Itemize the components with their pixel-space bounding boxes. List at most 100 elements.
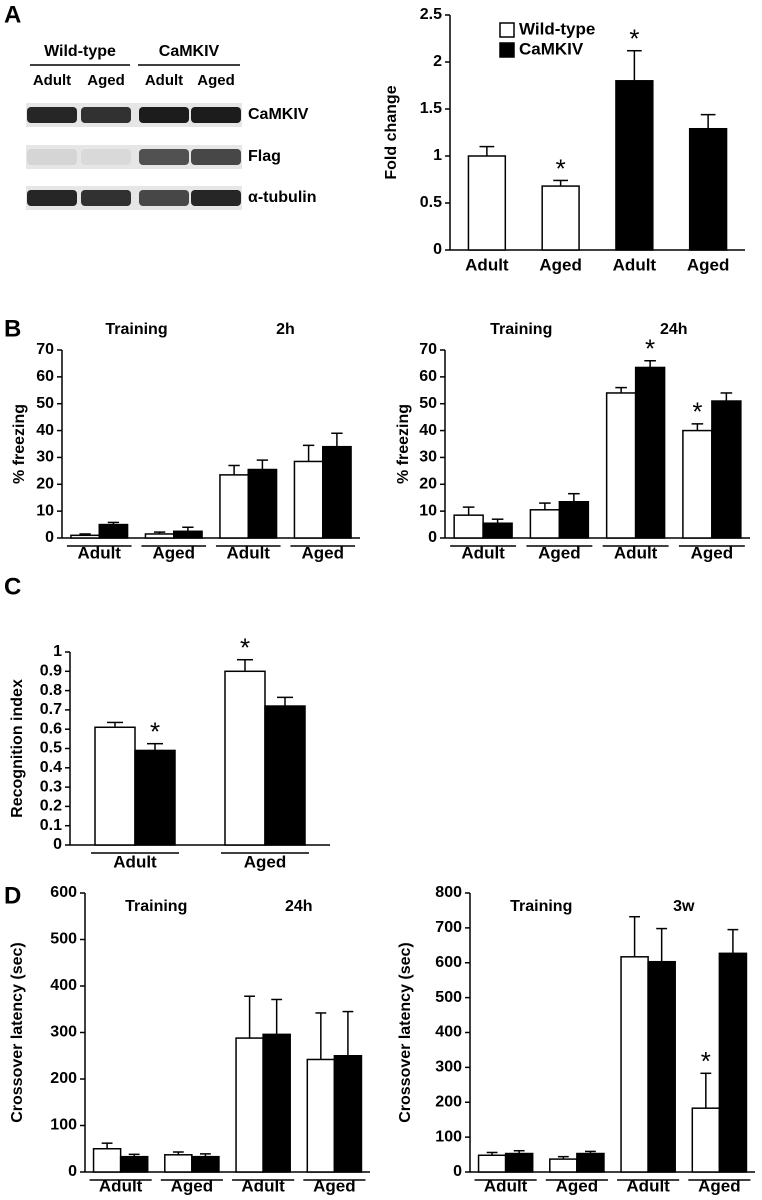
bar: [293, 460, 324, 539]
bar: [164, 1154, 193, 1173]
y-tick-label: 60: [36, 368, 54, 385]
y-tick-label: 0.5: [420, 194, 442, 211]
significance-star: *: [692, 397, 702, 427]
blot-band: [139, 149, 189, 165]
blot-band: [27, 107, 77, 123]
section-title: Training: [105, 321, 167, 338]
panel-label: C: [4, 573, 21, 600]
legend-swatch: [499, 22, 515, 38]
blot-group-label: CaMKIV: [159, 43, 220, 60]
blot-band: [27, 149, 77, 165]
section-title: 2h: [276, 321, 295, 338]
y-tick-label: 0.5: [40, 740, 62, 757]
x-tick-label: Aged: [691, 543, 734, 562]
blot-band: [139, 107, 189, 123]
section-title: 24h: [285, 898, 313, 915]
x-tick-label: Aged: [556, 1176, 599, 1195]
blot-band: [81, 107, 131, 123]
y-tick-label: 60: [419, 368, 437, 385]
bar: [541, 185, 580, 251]
y-tick-label: 200: [50, 1070, 77, 1087]
bar: [191, 1155, 220, 1173]
panel-label: A: [4, 1, 21, 28]
bar: [634, 366, 666, 539]
bar: [549, 1158, 578, 1173]
y-tick-label: 0: [45, 529, 54, 546]
bar: [306, 1058, 336, 1173]
y-tick-label: 400: [435, 1024, 462, 1041]
y-tick-label: 10: [419, 502, 437, 519]
y-tick-label: 1: [433, 147, 442, 164]
x-tick-label: Aged: [538, 543, 581, 562]
y-tick-label: 50: [36, 395, 54, 412]
y-tick-label: 700: [435, 919, 462, 936]
y-tick-label: 0.1: [40, 817, 62, 834]
blot-band: [191, 190, 241, 206]
y-tick-label: 0.8: [40, 682, 62, 699]
y-tick-label: 0.7: [40, 701, 62, 718]
y-tick-label: 800: [435, 884, 462, 901]
y-tick-label: 100: [50, 1117, 77, 1134]
bar: [482, 522, 513, 539]
y-tick-label: 40: [419, 422, 437, 439]
y-tick-label: 30: [36, 449, 54, 466]
blot-lane-label: Aged: [87, 72, 125, 89]
y-tick-label: 0: [433, 241, 442, 258]
bar: [92, 1148, 122, 1173]
y-tick-label: 600: [435, 954, 462, 971]
bar: [529, 509, 561, 539]
y-tick-label: 0.4: [40, 759, 62, 776]
legend-swatch: [499, 42, 515, 58]
blot-band: [81, 149, 131, 165]
x-tick-label: Adult: [113, 852, 157, 871]
bar: [70, 534, 101, 539]
y-axis-label: Crossover latency (sec): [397, 942, 414, 1123]
y-tick-label: 20: [419, 476, 437, 493]
bar: [467, 155, 507, 251]
y-tick-label: 70: [36, 341, 54, 358]
x-tick-label: Aged: [153, 543, 196, 562]
y-tick-label: 0.6: [40, 720, 62, 737]
bar: [453, 514, 484, 539]
y-tick-label: 100: [435, 1128, 462, 1145]
y-tick-label: 300: [435, 1059, 462, 1076]
blot-band: [191, 107, 241, 123]
y-tick-label: 400: [50, 977, 77, 994]
y-tick-label: 0: [68, 1163, 77, 1180]
significance-star: *: [556, 153, 566, 183]
bar: [144, 533, 175, 539]
significance-star: *: [150, 717, 160, 747]
y-tick-label: 500: [435, 989, 462, 1006]
y-axis-label: Recognition index: [9, 679, 26, 818]
x-tick-label: Adult: [461, 543, 505, 562]
legend-label: Wild-type: [519, 19, 595, 38]
y-tick-label: 2.5: [420, 6, 442, 23]
section-title: 3w: [673, 898, 695, 915]
blot-row-label: CaMKIV: [248, 106, 309, 123]
y-tick-label: 40: [36, 422, 54, 439]
bar: [262, 1033, 291, 1173]
y-tick-label: 0: [453, 1163, 462, 1180]
bar: [558, 500, 590, 539]
blot-group-label: Wild-type: [44, 43, 116, 60]
blot-band: [191, 149, 241, 165]
panel-label: B: [4, 315, 21, 342]
bar: [647, 960, 676, 1173]
x-tick-label: Aged: [171, 1176, 214, 1195]
bar: [134, 749, 176, 846]
section-title: Training: [490, 321, 552, 338]
bar: [718, 952, 748, 1173]
significance-star: *: [240, 633, 250, 663]
panel-label: D: [4, 882, 21, 909]
bar: [98, 523, 129, 539]
y-axis-label: Fold change: [383, 85, 400, 179]
significance-star: *: [629, 24, 639, 54]
blot-band: [139, 190, 189, 206]
y-tick-label: 0: [53, 836, 62, 853]
x-tick-label: Adult: [614, 543, 658, 562]
y-tick-label: 30: [419, 449, 437, 466]
y-tick-label: 0.3: [40, 778, 62, 795]
y-tick-label: 0.2: [40, 798, 62, 815]
y-tick-label: 0: [428, 529, 437, 546]
